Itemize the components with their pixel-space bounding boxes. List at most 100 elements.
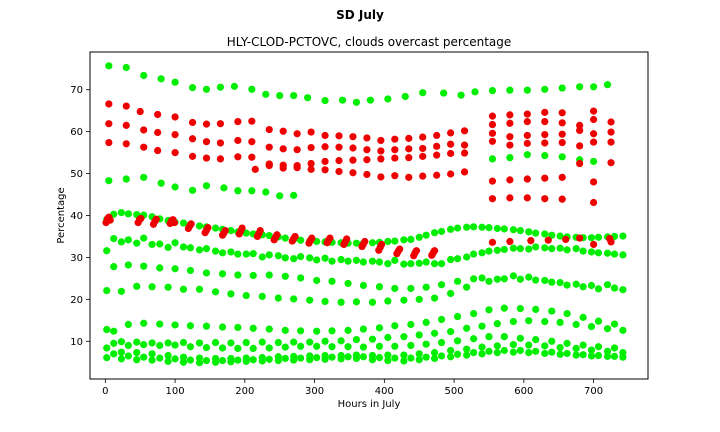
data-point <box>607 238 615 246</box>
data-point <box>363 170 371 179</box>
data-point <box>447 255 455 264</box>
data-point <box>188 118 197 127</box>
data-point <box>391 135 399 143</box>
data-point <box>556 318 564 326</box>
data-point <box>572 245 580 253</box>
data-point <box>407 235 415 243</box>
data-point <box>124 210 132 218</box>
data-point <box>179 219 188 227</box>
data-point <box>506 119 514 127</box>
data-point <box>148 339 156 347</box>
data-point <box>525 245 533 253</box>
data-point <box>488 112 497 120</box>
data-point <box>500 346 508 355</box>
data-point <box>117 338 125 346</box>
data-point <box>548 245 556 253</box>
data-point <box>433 151 441 159</box>
data-point <box>470 250 478 258</box>
data-point <box>140 143 148 151</box>
data-point <box>218 270 227 278</box>
data-point <box>262 188 270 196</box>
data-point <box>234 117 242 126</box>
data-point <box>525 341 533 349</box>
data-point <box>430 329 439 337</box>
data-point <box>352 354 361 363</box>
data-point <box>290 191 298 199</box>
data-point <box>563 339 571 347</box>
data-point <box>297 327 305 335</box>
data-point <box>216 139 225 147</box>
data-point <box>249 324 257 332</box>
data-point <box>433 131 441 140</box>
data-point <box>430 348 439 357</box>
data-point <box>463 345 471 353</box>
data-point <box>171 341 179 349</box>
data-point <box>227 290 235 298</box>
data-point <box>407 354 415 362</box>
data-point <box>437 227 446 236</box>
data-point <box>274 356 282 365</box>
data-point <box>343 235 351 243</box>
data-point <box>326 234 334 242</box>
data-point <box>164 357 172 365</box>
data-point <box>202 322 211 330</box>
data-point <box>407 284 415 293</box>
data-point <box>422 318 430 326</box>
data-point <box>304 94 312 102</box>
data-point <box>541 85 549 93</box>
data-point <box>248 153 256 161</box>
data-point <box>558 173 566 181</box>
data-point <box>377 136 385 145</box>
data-point <box>453 337 462 345</box>
data-point <box>415 331 423 339</box>
data-point <box>391 146 399 154</box>
data-point <box>607 118 615 126</box>
data-point <box>363 156 371 164</box>
data-point <box>103 286 111 295</box>
data-point <box>281 343 289 351</box>
data-point <box>262 90 270 98</box>
data-point <box>242 338 250 347</box>
data-point <box>290 356 298 364</box>
data-point <box>384 333 392 342</box>
data-point <box>290 295 298 303</box>
data-point <box>541 130 549 139</box>
data-point <box>171 149 179 157</box>
data-point <box>156 240 164 248</box>
data-point <box>400 236 408 244</box>
data-point <box>523 110 531 118</box>
data-point <box>590 130 598 138</box>
data-point <box>541 117 549 126</box>
data-point <box>281 272 289 280</box>
data-point <box>179 338 188 347</box>
data-point <box>110 234 118 243</box>
data-point <box>265 325 273 333</box>
data-point <box>447 129 455 137</box>
data-point <box>391 172 399 180</box>
data-point <box>548 348 556 356</box>
data-point <box>349 169 357 177</box>
data-point <box>579 313 587 321</box>
data-point <box>234 187 242 195</box>
data-point <box>321 143 329 151</box>
data-point <box>211 288 220 296</box>
data-point <box>391 154 399 162</box>
data-point <box>548 278 556 286</box>
data-point <box>523 117 531 126</box>
data-point <box>453 224 462 232</box>
data-point <box>500 333 508 341</box>
data-point <box>117 348 125 356</box>
data-point <box>352 256 361 264</box>
data-point <box>110 350 118 358</box>
data-point <box>384 237 392 246</box>
data-point <box>590 157 598 166</box>
data-point <box>384 260 392 268</box>
data-point <box>407 260 415 268</box>
data-point <box>405 134 413 142</box>
data-point <box>202 245 211 253</box>
data-point <box>293 146 301 154</box>
data-point <box>375 283 384 291</box>
data-point <box>556 232 564 240</box>
data-point <box>405 173 413 181</box>
data-point <box>218 356 227 365</box>
